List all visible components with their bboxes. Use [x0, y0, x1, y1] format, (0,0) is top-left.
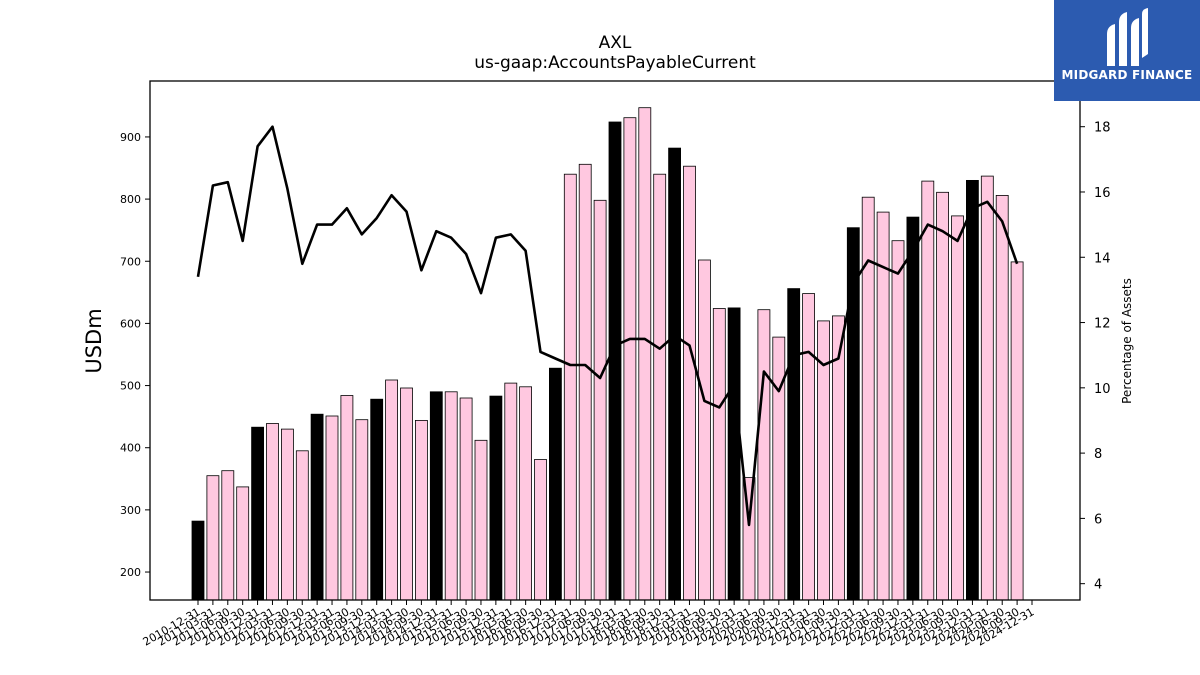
bar: [534, 459, 547, 601]
y-tick-label: 700: [120, 255, 141, 268]
bar: [653, 173, 667, 601]
bar: [266, 423, 279, 601]
bar: [519, 386, 532, 601]
bar: [504, 382, 518, 601]
bar: [966, 179, 979, 601]
bar: [474, 439, 488, 601]
bar: [459, 397, 473, 601]
bar: [578, 163, 592, 601]
bar: [370, 398, 384, 601]
bar: [280, 428, 294, 601]
bar: [191, 520, 205, 601]
bar: [549, 367, 562, 601]
y2-tick-label: 4: [1094, 578, 1102, 593]
bar: [668, 147, 681, 601]
bar: [310, 413, 324, 601]
bar: [638, 107, 652, 601]
bar: [698, 259, 711, 601]
bar: [340, 395, 354, 601]
bar: [1010, 261, 1024, 601]
chart-subtitle: us-gaap:AccountsPayableCurrent: [474, 53, 756, 73]
y-tick-label: 300: [120, 504, 141, 517]
bar: [787, 288, 801, 601]
bar: [727, 307, 741, 601]
bar: [325, 415, 339, 601]
bar: [757, 309, 771, 601]
bar: [221, 470, 235, 601]
bar: [489, 395, 503, 601]
y-tick-label: 200: [120, 566, 141, 579]
bar: [414, 419, 428, 601]
bar: [891, 240, 905, 601]
bar: [444, 391, 458, 601]
bars-layer: [191, 107, 1024, 601]
y-tick-label: 500: [120, 380, 141, 393]
midgard-finance-logo: MIDGARD FINANCE: [1054, 0, 1200, 101]
bar: [251, 426, 265, 601]
line-layer: [196, 125, 1019, 527]
y-tick-label: 600: [120, 317, 141, 330]
bar: [355, 419, 369, 601]
bar: [683, 165, 696, 601]
bar: [921, 180, 935, 601]
logo-text: MIDGARD FINANCE: [1061, 68, 1193, 82]
y2-tick-label: 18: [1094, 121, 1111, 136]
bar: [995, 194, 1009, 601]
y-tick-label: 800: [120, 193, 141, 206]
y2-tick-label: 6: [1094, 512, 1102, 527]
bar: [385, 379, 399, 601]
bar: [936, 191, 949, 601]
bar: [206, 475, 220, 601]
y2-tick-label: 14: [1094, 251, 1111, 266]
bar: [980, 175, 994, 601]
bar: [295, 450, 309, 601]
bar: [861, 196, 875, 601]
bar: [951, 215, 964, 601]
y-tick-label: 900: [120, 131, 141, 144]
y2-axis-label: Percentage of Assets: [1120, 278, 1134, 404]
bar: [236, 486, 250, 601]
bar: [608, 121, 622, 601]
bar: [712, 308, 726, 601]
y2-tick-label: 12: [1094, 317, 1111, 332]
bar: [906, 216, 920, 601]
bar: [593, 199, 607, 601]
bar: [802, 293, 815, 601]
y-axis-label: USDm: [82, 308, 106, 373]
bar: [429, 391, 443, 601]
bar: [772, 336, 786, 601]
bar: [400, 387, 413, 601]
y2-tick-label: 16: [1094, 186, 1111, 201]
y2-tick-label: 10: [1094, 382, 1111, 397]
y-tick-label: 400: [120, 442, 141, 455]
bar: [563, 173, 577, 601]
y2-tick-label: 8: [1094, 447, 1102, 462]
midgard-logo-icon: [1107, 8, 1148, 66]
bar: [623, 117, 637, 601]
chart-title: AXL: [599, 33, 632, 53]
percentage-line: [196, 125, 1019, 527]
